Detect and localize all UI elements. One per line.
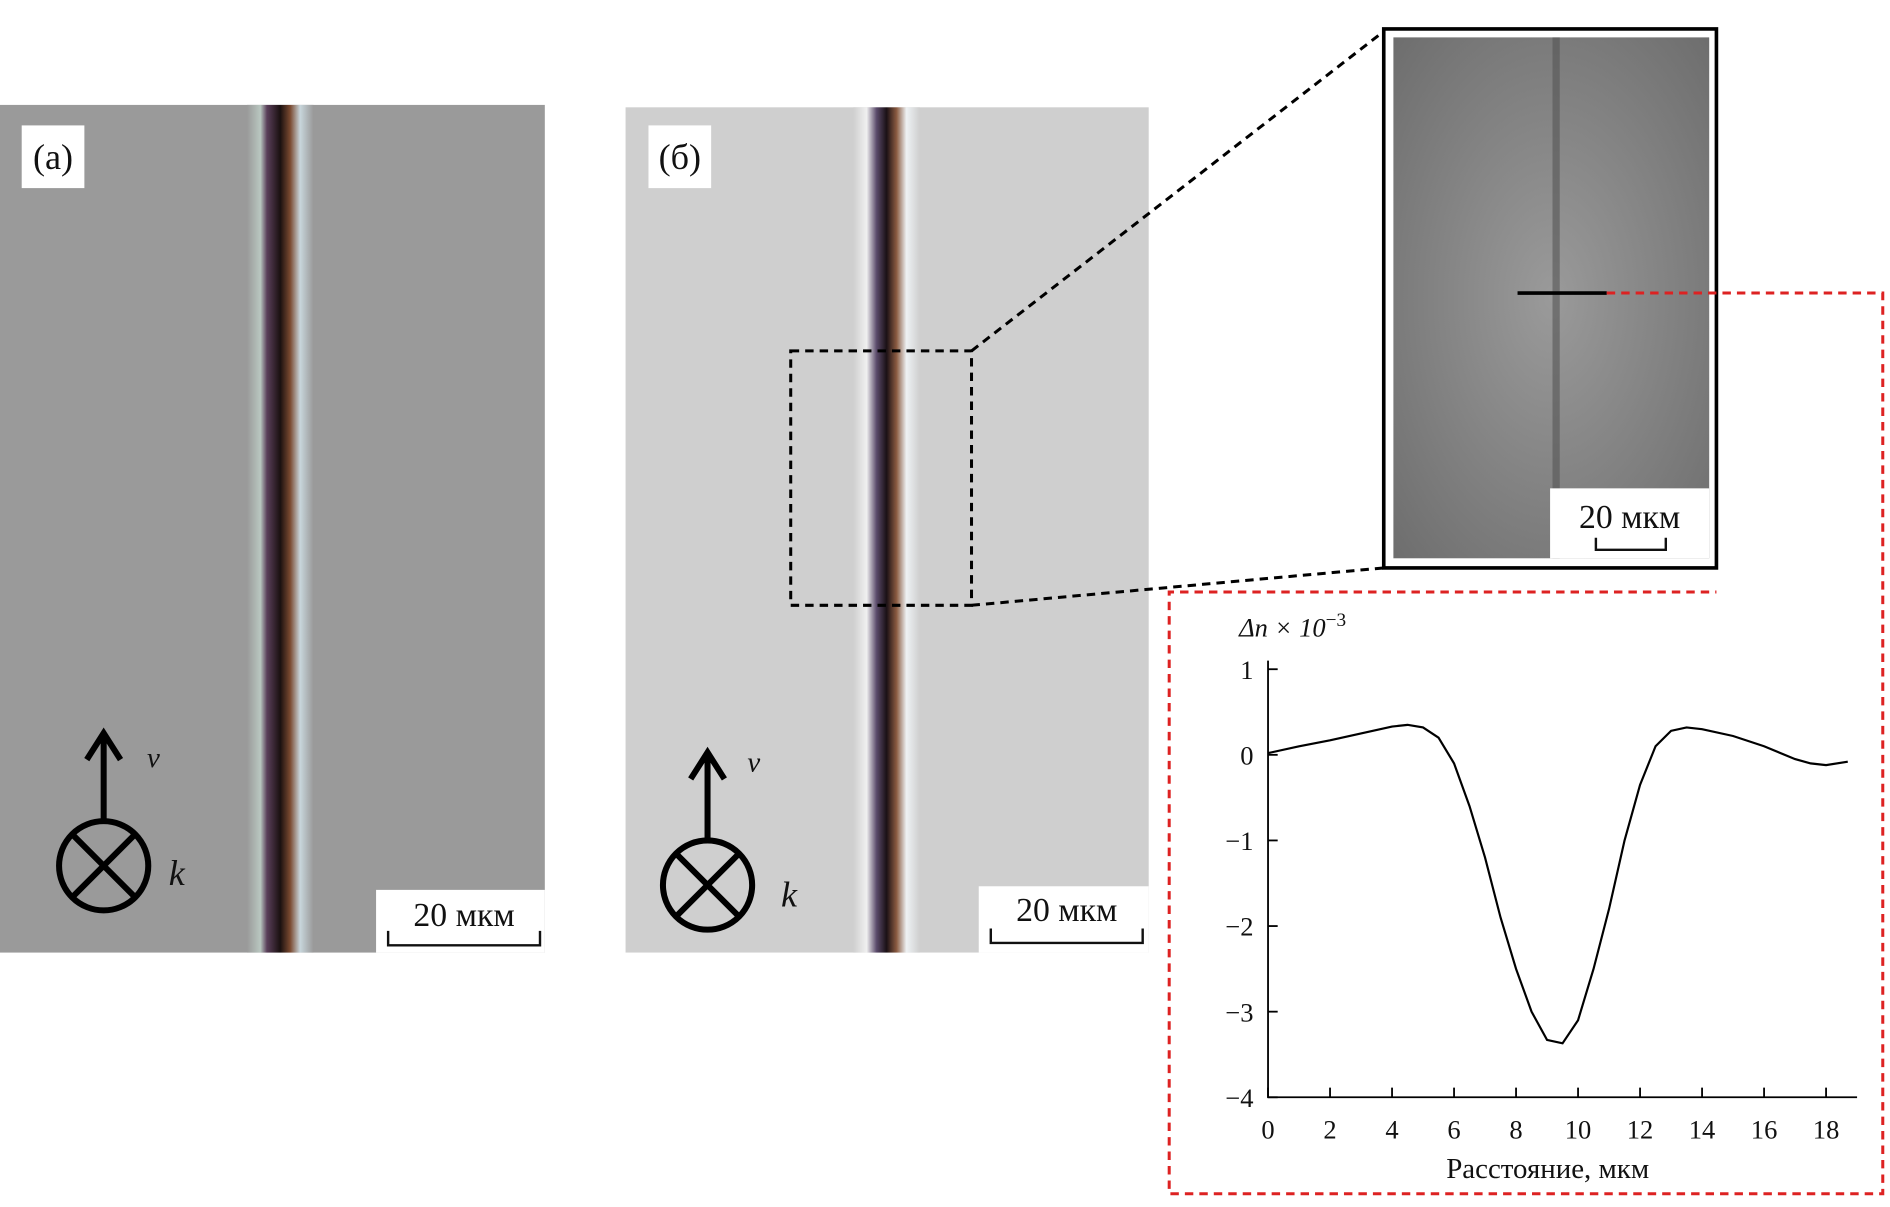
scale-bar <box>989 928 1144 945</box>
scale-box <box>1550 488 1710 559</box>
scale-label: 20 мкм <box>1579 499 1680 536</box>
x-tick-label: 4 <box>1385 1114 1398 1144</box>
v-label: v <box>147 742 160 774</box>
y-tick-label: −1 <box>1225 826 1253 856</box>
x-tick-label: 14 <box>1689 1114 1716 1144</box>
data-line <box>1267 723 1848 1045</box>
label-box <box>648 125 712 189</box>
k-label: k <box>781 875 798 915</box>
chart-frame <box>1167 291 1885 1196</box>
scale-bar <box>386 930 542 947</box>
y-tick-label: 1 <box>1240 655 1253 685</box>
y-tick-label: 0 <box>1240 740 1253 770</box>
axes-symbol <box>659 746 756 933</box>
panel-label: (а) <box>33 137 73 177</box>
x-tick-label: 10 <box>1565 1114 1592 1144</box>
track <box>247 104 314 953</box>
y-tick-label: −2 <box>1225 912 1253 942</box>
y-label-exponent: −3 <box>1326 610 1346 631</box>
scale-label: 20 мкм <box>413 897 514 934</box>
scale-box <box>376 889 545 953</box>
zoom-lines <box>970 30 1385 607</box>
zoom-box <box>789 349 974 607</box>
y-label: Δn × 10 <box>1238 613 1325 643</box>
x-tick-label: 2 <box>1323 1114 1336 1144</box>
x-axis-label: Расстояние, мкм <box>1446 1153 1649 1185</box>
scale-bar <box>1594 537 1668 552</box>
track <box>853 107 920 953</box>
track <box>1552 37 1560 559</box>
y-tick-label: −4 <box>1225 1083 1253 1113</box>
x-tick-label: 18 <box>1813 1114 1840 1144</box>
inset-image <box>1393 37 1710 559</box>
axes <box>1267 660 1858 1099</box>
x-tick-label: 0 <box>1261 1114 1274 1144</box>
scale-label: 20 мкм <box>1016 892 1117 929</box>
y-tick-label: −3 <box>1225 997 1253 1027</box>
y-axis-label: Δn × 10−3 <box>1238 610 1346 643</box>
v-label: v <box>747 747 760 779</box>
x-tick-label: 12 <box>1627 1114 1654 1144</box>
axes-symbol <box>56 727 152 914</box>
panel-label: (б) <box>659 137 701 177</box>
x-tick-label: 6 <box>1447 1114 1460 1144</box>
k-label: k <box>169 853 186 893</box>
label-box <box>21 125 85 189</box>
x-tick-label: 8 <box>1509 1114 1522 1144</box>
scale-box <box>978 886 1149 953</box>
x-tick-label: 16 <box>1751 1114 1778 1144</box>
